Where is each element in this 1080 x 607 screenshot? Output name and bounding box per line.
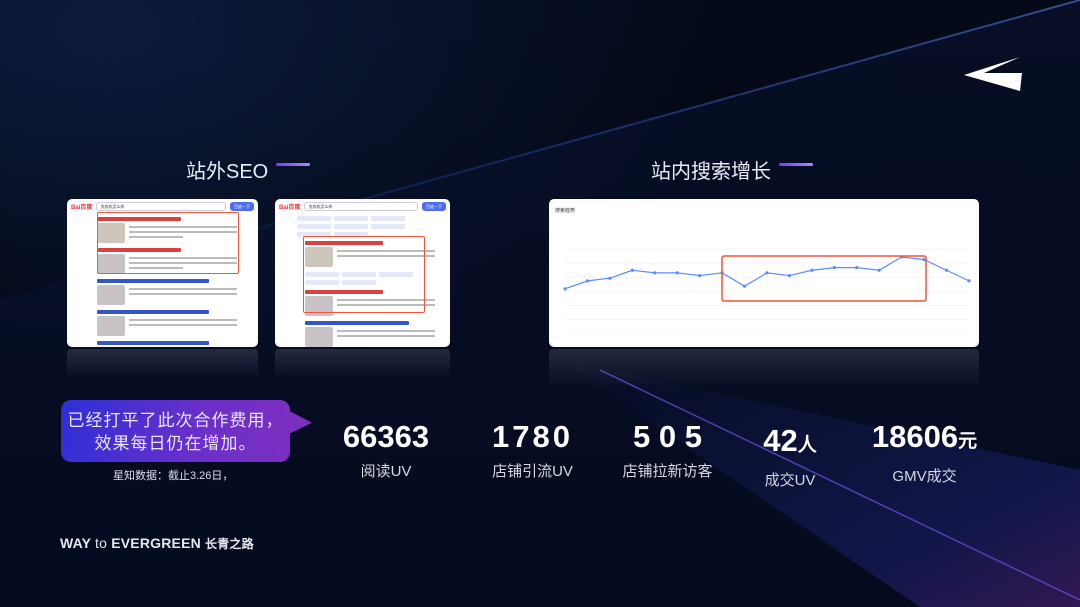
- footer-way: WAY: [60, 535, 91, 551]
- reflection: [275, 349, 450, 379]
- stat-read-uv: 66363 阅读UV: [330, 420, 442, 481]
- search-input: 洗衣机怎么样: [96, 201, 226, 211]
- title-underline: [276, 163, 310, 166]
- stat-label: GMV成交: [892, 468, 957, 485]
- baidu-logo: Bai百度: [71, 204, 93, 211]
- stat-value: 5 0 5: [633, 419, 702, 454]
- trend-point: [944, 268, 949, 272]
- search-button: 百度一下: [230, 201, 254, 211]
- data-source-note: 星知数据：截止3.26日，: [113, 470, 234, 482]
- trend-point: [742, 284, 747, 288]
- trend-point: [855, 265, 859, 270]
- stat-value: 18606: [871, 419, 959, 454]
- highlight-box: [303, 236, 425, 313]
- stat-unit: 人: [797, 435, 817, 456]
- trend-point: [653, 271, 657, 275]
- reflection: [549, 349, 979, 389]
- stat-value: 42: [763, 423, 798, 458]
- trend-point: [630, 268, 634, 272]
- stat-label: 成交UV: [764, 472, 816, 489]
- trend-point: [967, 279, 971, 283]
- search-input: 洗衣机怎么样: [304, 201, 418, 211]
- stat-store-traffic-uv: 1780 店铺引流UV: [475, 420, 590, 481]
- offsite-seo-title-text: 站外SEO: [186, 161, 269, 183]
- trend-point: [810, 268, 814, 272]
- stat-label: 店铺拉新访客: [622, 463, 713, 480]
- highlight-box: [97, 212, 239, 274]
- callout-text: 已经打平了此次合作费用，效果每日仍在增加。: [67, 411, 284, 453]
- trend-point: [922, 258, 926, 262]
- onsite-search-title-text: 站内搜索增长: [651, 161, 771, 183]
- stat-label: 阅读UV: [360, 463, 412, 480]
- search-trend-screenshot: 搜索趋势: [549, 199, 979, 347]
- stat-gmv: 18606元 GMV成交: [862, 420, 987, 486]
- trend-point: [585, 279, 590, 283]
- stat-deal-uv: 42人 成交UV: [745, 424, 835, 490]
- baidu-search-screenshot-2: Bai百度 洗衣机怎么样 百度一下: [275, 199, 450, 347]
- baidu-logo: Bai百度: [279, 204, 301, 211]
- reflection: [67, 349, 258, 379]
- stat-new-visitors: 5 0 5 店铺拉新访客: [610, 420, 725, 481]
- trend-point: [608, 276, 612, 280]
- search-results: [97, 217, 237, 345]
- stat-label: 店铺引流UV: [492, 463, 573, 480]
- onsite-search-title: 站内搜索增长: [651, 155, 813, 184]
- search-button: 百度一下: [422, 201, 446, 211]
- paper-plane-arrow-logo: [964, 57, 1022, 91]
- stat-value: 66363: [342, 419, 430, 454]
- highlight-box: [721, 255, 927, 302]
- footer-evergreen: EVERGREEN: [111, 535, 201, 551]
- callout-bubble: 已经打平了此次合作费用，效果每日仍在增加。: [61, 400, 290, 462]
- trend-point: [675, 271, 679, 275]
- card-title: 搜索趋势: [555, 208, 576, 214]
- trend-point: [765, 271, 769, 275]
- trend-point: [698, 273, 702, 278]
- offsite-seo-title: 站外SEO: [186, 155, 310, 184]
- stat-value: 1780: [492, 419, 573, 454]
- trend-point: [563, 287, 567, 291]
- footer-brand: WAY to EVERGREEN 长青之路: [60, 535, 254, 552]
- search-trend-chart: [563, 248, 971, 335]
- footer-cn: 长青之路: [205, 537, 254, 551]
- title-underline: [779, 163, 813, 166]
- trend-point: [877, 268, 881, 272]
- baidu-search-screenshot-1: Bai百度 洗衣机怎么样 百度一下: [67, 199, 258, 347]
- trend-point: [787, 273, 792, 278]
- trend-point: [832, 265, 836, 270]
- stat-unit: 元: [958, 431, 978, 452]
- footer-to: to: [95, 535, 108, 551]
